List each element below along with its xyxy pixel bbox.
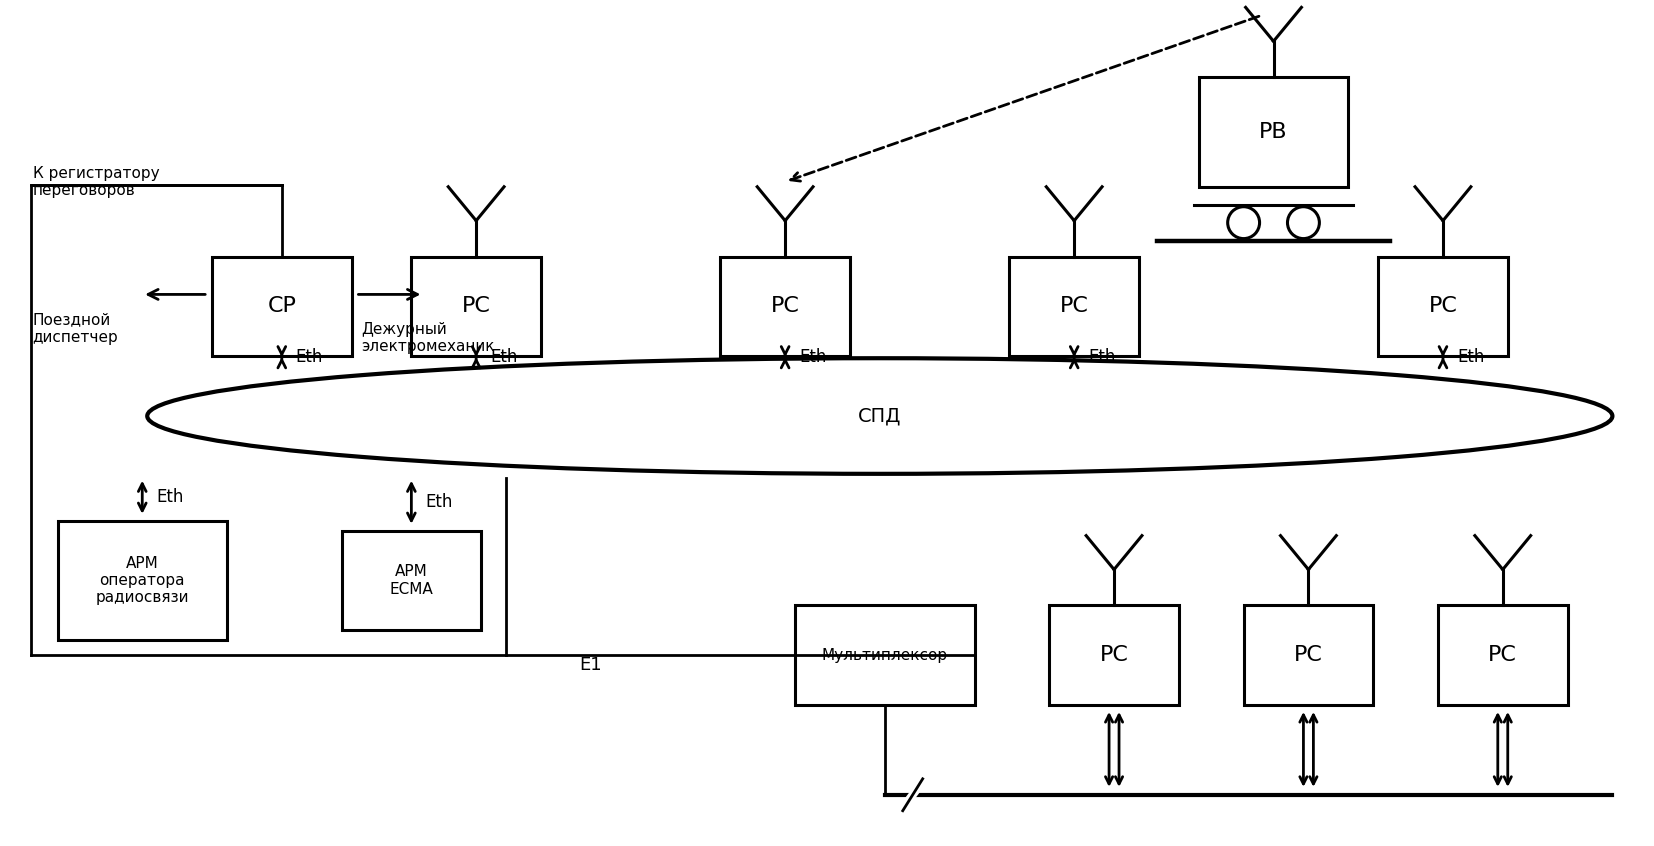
Text: СПД: СПД	[858, 407, 901, 426]
Text: РС: РС	[1429, 296, 1457, 316]
Text: РС: РС	[461, 296, 491, 316]
Text: АРМ
оператора
радиосвязи: АРМ оператора радиосвязи	[96, 556, 189, 606]
Text: К регистратору
переговоров: К регистратору переговоров	[33, 166, 159, 198]
Text: Поездной
диспетчер: Поездной диспетчер	[33, 312, 119, 344]
Text: Eth: Eth	[296, 349, 323, 366]
Text: РС: РС	[1060, 296, 1088, 316]
FancyBboxPatch shape	[1378, 256, 1508, 356]
FancyBboxPatch shape	[212, 256, 352, 356]
Text: Eth: Eth	[1457, 349, 1484, 366]
Text: Мультиплексор: Мультиплексор	[822, 648, 948, 662]
Text: АРМ
ЕСМА: АРМ ЕСМА	[389, 564, 433, 596]
FancyBboxPatch shape	[796, 606, 974, 705]
FancyBboxPatch shape	[1437, 606, 1568, 705]
Text: РВ: РВ	[1259, 122, 1288, 142]
Text: Eth: Eth	[155, 488, 184, 506]
Text: РС: РС	[1100, 645, 1128, 665]
FancyBboxPatch shape	[412, 256, 541, 356]
Ellipse shape	[147, 358, 1613, 474]
Text: РС: РС	[1489, 645, 1517, 665]
FancyBboxPatch shape	[58, 520, 227, 640]
FancyBboxPatch shape	[1244, 606, 1373, 705]
Text: Дежурный
электромеханик: Дежурный электромеханик	[362, 322, 495, 354]
Text: Eth: Eth	[425, 493, 453, 511]
FancyBboxPatch shape	[721, 256, 850, 356]
Text: E1: E1	[579, 656, 602, 674]
FancyBboxPatch shape	[342, 530, 481, 630]
Text: РС: РС	[1293, 645, 1323, 665]
Text: Eth: Eth	[1088, 349, 1115, 366]
FancyBboxPatch shape	[1199, 77, 1348, 187]
FancyBboxPatch shape	[1009, 256, 1140, 356]
FancyBboxPatch shape	[1049, 606, 1179, 705]
Text: Eth: Eth	[490, 349, 518, 366]
Text: РС: РС	[771, 296, 799, 316]
Text: СР: СР	[268, 296, 296, 316]
Text: Eth: Eth	[799, 349, 827, 366]
